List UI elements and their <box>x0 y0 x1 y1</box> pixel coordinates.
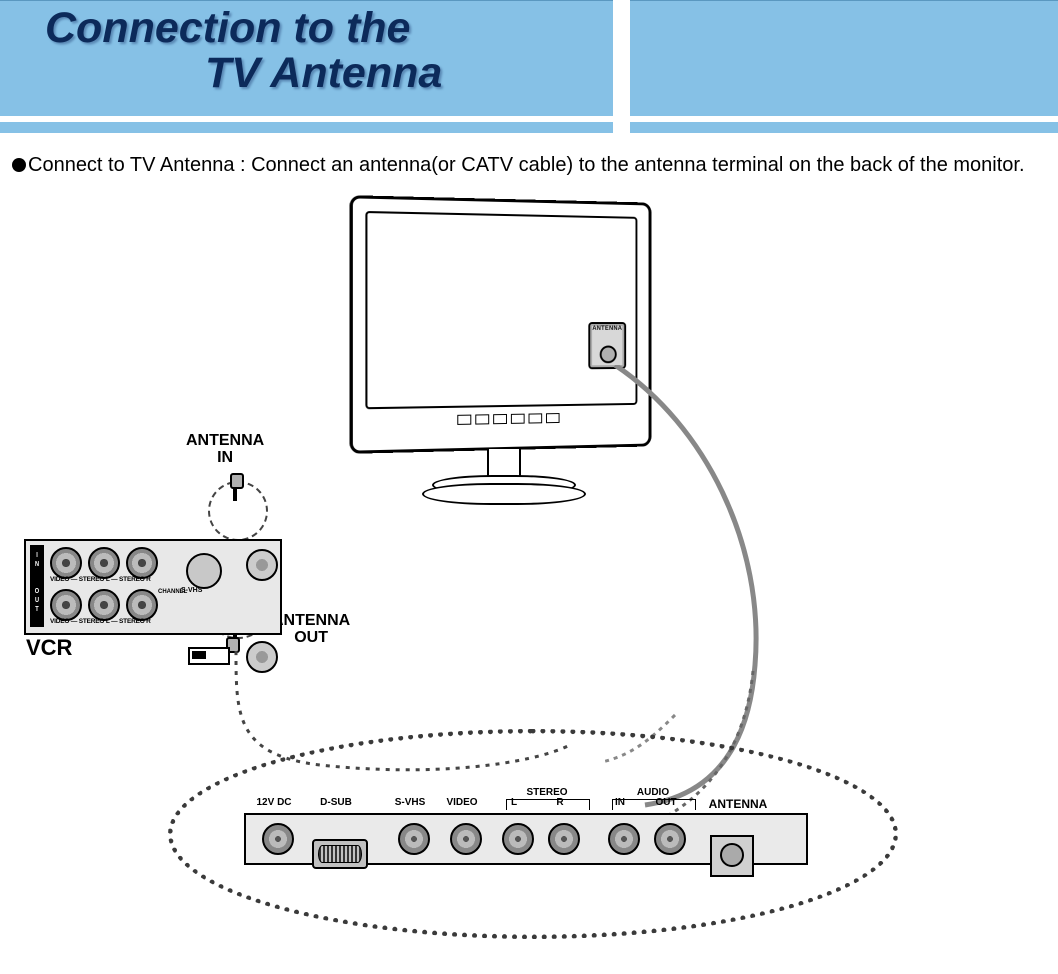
header-blue-right <box>630 0 1058 116</box>
port-video-icon <box>450 823 482 855</box>
lbl-out: OUT <box>655 797 676 808</box>
monitor-antenna-jack-icon <box>600 346 617 364</box>
lbl-svhs: S-VHS <box>395 797 426 808</box>
instruction-text: Connect to TV Antenna : Connect an anten… <box>28 154 1025 176</box>
port-audio-in-icon <box>608 823 640 855</box>
header-band: Connection to the TV Antenna <box>0 0 1058 135</box>
monitor-antenna-port: ANTENNA <box>588 322 626 369</box>
connection-diagram: ANTENNA ANTENNA IN ANTENNA OUT <box>0 185 1058 925</box>
antenna-plug-in-icon <box>228 473 242 503</box>
lbl-antenna: ANTENNA <box>709 797 768 811</box>
port-antenna-icon <box>710 835 754 877</box>
lbl-l: L <box>511 797 517 808</box>
lbl-video: VIDEO <box>446 797 477 808</box>
vcr-body: I N O U T S-VHS VIDEO — STEREO L — STERE… <box>24 539 282 635</box>
vcr-antenna-out-port-icon <box>246 641 278 673</box>
header-underline-right <box>630 122 1058 133</box>
page-title: Connection to the TV Antenna <box>45 0 615 96</box>
vcr-channel-label: CHANNEL <box>158 589 187 595</box>
stereo-bracket <box>506 799 590 810</box>
port-svhs-icon <box>398 823 430 855</box>
instruction-paragraph: Connect to TV Antenna : Connect an anten… <box>0 135 1058 185</box>
vcr-label: VCR <box>26 635 72 661</box>
monitor-screen: ANTENNA <box>350 195 652 454</box>
monitor-antenna-label: ANTENNA <box>590 326 624 332</box>
vcr-svhs-port-icon <box>186 553 222 589</box>
lbl-dsub: D-SUB <box>320 797 352 808</box>
connector-panel-body <box>244 813 808 865</box>
vcr-channel-switch-icon <box>188 647 230 665</box>
lbl-r: R <box>556 797 563 808</box>
monitor-illustration: ANTENNA <box>342 199 672 529</box>
port-12vdc-icon <box>262 823 294 855</box>
port-dsub-icon <box>312 839 368 869</box>
antenna-in-label: ANTENNA IN <box>186 433 264 467</box>
monitor-stand <box>432 449 572 519</box>
vcr-io-strip: I N O U T <box>30 545 44 627</box>
port-stereo-l-icon <box>502 823 534 855</box>
port-audio-out-icon <box>654 823 686 855</box>
bullet-icon <box>12 158 26 172</box>
vcr-rca-labels-out: VIDEO — STEREO L — STEREO R <box>50 618 151 628</box>
port-stereo-r-icon <box>548 823 580 855</box>
header-underline-left <box>0 122 613 133</box>
connector-panel: STEREO AUDIO 12V DC D-SUB S-VHS VIDEO L … <box>244 797 804 873</box>
title-line-1: Connection to the <box>45 0 615 51</box>
title-line-2: TV Antenna <box>45 51 615 96</box>
vcr-antenna-in-port-icon <box>246 549 278 581</box>
vcr-rca-labels-in: VIDEO — STEREO L — STEREO R <box>50 576 151 586</box>
lbl-12vdc: 12V DC <box>256 797 291 808</box>
monitor-buttons <box>455 413 573 431</box>
lbl-in: IN <box>615 797 625 808</box>
vcr-illustration: I N O U T S-VHS VIDEO — STEREO L — STERE… <box>24 513 292 649</box>
